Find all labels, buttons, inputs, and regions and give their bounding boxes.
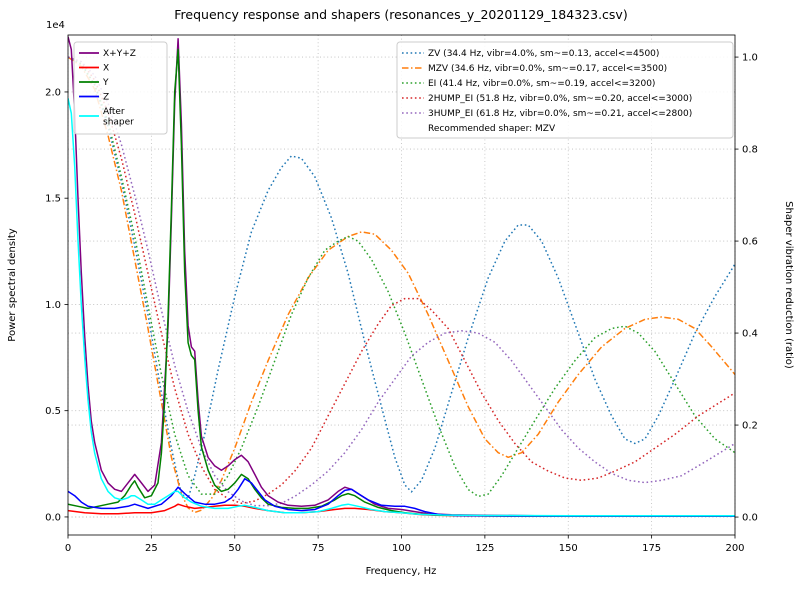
psd-curve-After-shaper [68, 98, 735, 517]
x-tick-label: 25 [145, 543, 158, 554]
x-tick-label: 0 [65, 543, 71, 554]
psd-curve-Y [68, 48, 735, 517]
y-right-tick-label: 0.8 [742, 145, 758, 156]
recommended-shaper-note: Recommended shaper: MZV [428, 124, 556, 134]
curves [68, 36, 735, 517]
x-tick-label: 125 [475, 543, 494, 554]
x-tick-label: 100 [392, 543, 411, 554]
shaper-curve-MZV [68, 56, 735, 514]
legend-shapers: ZV (34.4 Hz, vibr=4.0%, sm~=0.13, accel<… [396, 41, 734, 139]
legend-shapers-box [396, 41, 734, 139]
legend-item-label: ZV (34.4 Hz, vibr=4.0%, sm~=0.13, accel<… [428, 49, 659, 59]
y-axis-label-left: Power spectral density [7, 228, 18, 341]
legend-item-label: Z [103, 93, 109, 103]
legend-item-label: MZV (34.6 Hz, vibr=0.0%, sm~=0.17, accel… [428, 64, 667, 74]
x-axis-label: Frequency, Hz [366, 566, 437, 577]
x-tick-label: 200 [725, 543, 744, 554]
y-left-tick-label: 1.0 [45, 300, 61, 311]
y-left-tick-label: 0.0 [45, 512, 61, 523]
legend-item-label: X [103, 64, 109, 74]
psd-curve-X+Y+Z [68, 36, 735, 517]
axes: 0 25 50 75 100 125 150 175 200 0.0 0.5 1.0 1.5 2.0 0.0… [45, 34, 758, 554]
y-left-tick-label: 0.5 [45, 406, 61, 417]
legend-psd-box [73, 41, 168, 135]
chart-title: Frequency response and shapers (resonanc… [174, 7, 627, 22]
y-right-tick-label: 0.4 [742, 329, 758, 340]
y-left-tick-label: 1.5 [45, 194, 61, 205]
legend-item-label: 2HUMP_EI (51.8 Hz, vibr=0.0%, sm~=0.20, … [428, 94, 692, 104]
legend-item-label: Y [102, 78, 109, 88]
legend-item-label: EI (41.4 Hz, vibr=0.0%, sm~=0.19, accel<… [428, 79, 655, 89]
y-right-tick-label: 0.6 [742, 237, 758, 248]
legend-item-label: shaper [103, 118, 134, 128]
shaper-curve-EI [68, 56, 735, 498]
y-right-tick-label: 0.2 [742, 421, 758, 432]
y-axis-label-right: Shaper vibration reduction (ratio) [783, 201, 794, 369]
legend-item-label: X+Y+Z [103, 49, 136, 59]
x-tick-label: 75 [312, 543, 325, 554]
x-tick-label: 150 [559, 543, 578, 554]
axis-offset-text: 1e4 [46, 20, 65, 31]
y-left-tick-label: 2.0 [45, 87, 61, 98]
legend-item-label: After [103, 107, 125, 117]
y-right-tick-label: 1.0 [742, 53, 758, 64]
psd-curve-Z [68, 477, 735, 517]
legend-item-label: 3HUMP_EI (61.8 Hz, vibr=0.0%, sm~=0.21, … [428, 109, 692, 119]
x-tick-label: 50 [228, 543, 241, 554]
x-tick-label: 175 [642, 543, 661, 554]
y-right-tick-label: 0.0 [742, 513, 758, 524]
